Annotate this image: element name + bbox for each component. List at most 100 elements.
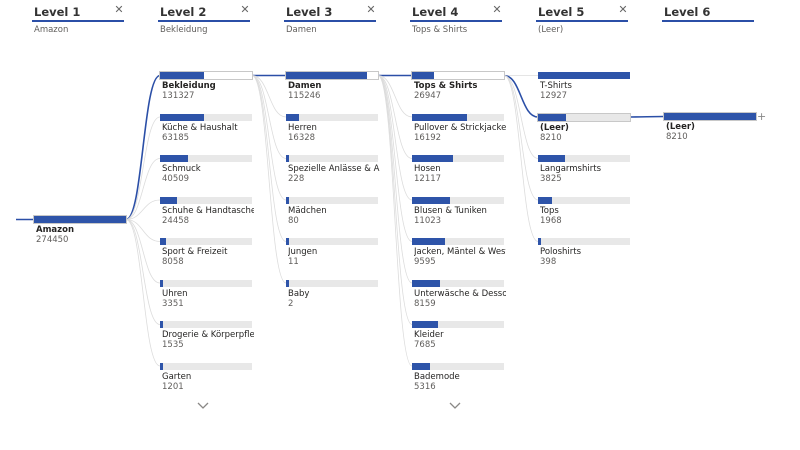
level-6-header: Level 6: [662, 0, 754, 22]
node-value: 12927: [540, 91, 568, 101]
node-value: 3351: [162, 298, 184, 309]
node-value: 16192: [414, 132, 442, 143]
node-label: Baby: [288, 288, 310, 299]
value-bar: [160, 113, 205, 121]
node-value: 1201: [162, 381, 184, 392]
chevron-down-icon[interactable]: [449, 402, 461, 410]
value-bar: [664, 113, 756, 120]
value-bar: [538, 113, 567, 121]
value-bar: [412, 155, 454, 162]
node-label: Garten: [162, 371, 192, 382]
value-bar-track: [538, 72, 630, 79]
level-title: Level 4: [412, 5, 459, 19]
node-label: Schmuck: [162, 164, 201, 174]
close-icon[interactable]: ✕: [366, 3, 376, 16]
level-subtitle: Tops & Shirts: [412, 25, 468, 35]
value-bar-track: [286, 113, 378, 121]
value-bar: [34, 216, 126, 223]
connector: [251, 75, 287, 159]
value-bar: [286, 196, 289, 204]
node-value: 11: [288, 257, 299, 267]
node-value: 2: [288, 298, 294, 309]
node-value: 63185: [162, 132, 190, 143]
connector: [251, 75, 287, 118]
connector: [125, 219, 161, 325]
connector: [377, 75, 413, 201]
close-icon[interactable]: ✕: [618, 3, 628, 16]
value-bar: [160, 72, 205, 79]
chevron-down-icon[interactable]: [197, 402, 209, 410]
connector: [503, 75, 539, 201]
value-bar: [160, 279, 163, 287]
node-label: Tops & Shirts: [414, 81, 478, 91]
node-value: 26947: [414, 91, 442, 101]
value-bar-track: [538, 196, 630, 204]
connector: [377, 75, 413, 242]
node-label: Pullover & Strickjacken: [414, 122, 506, 133]
value-bar-track: [286, 196, 378, 204]
node-value: 8210: [666, 132, 688, 142]
node-label: Bademode: [414, 371, 460, 382]
value-bar: [412, 238, 445, 245]
node-label: Küche & Haushalt: [162, 122, 238, 133]
value-bar-track: [33, 215, 127, 224]
value-bar-track: [160, 196, 252, 204]
node-value: 3825: [540, 174, 562, 184]
value-bar: [412, 321, 439, 328]
value-bar-track: [412, 321, 504, 328]
value-bar: [286, 155, 289, 162]
node-label: Sport & Freizeit: [162, 247, 228, 257]
value-bar-track: [160, 279, 252, 287]
value-bar-track: [412, 279, 504, 287]
node-value: 1535: [162, 340, 184, 350]
node-label: Bekleidung: [162, 81, 216, 91]
value-bar: [412, 279, 440, 287]
node-label: Mädchen: [288, 205, 327, 216]
value-bar-track: [663, 112, 757, 121]
node-label: Amazon: [36, 225, 75, 235]
value-bar: [160, 238, 166, 245]
node-label: (Leer): [666, 122, 695, 132]
connector: [125, 199, 161, 220]
node-label: Drogerie & Körperpfle...: [162, 330, 254, 340]
level-subtitle: Damen: [286, 25, 317, 35]
value-bar-track: [286, 155, 378, 162]
connector: [125, 158, 161, 220]
node-value: 16328: [288, 132, 316, 143]
node-value: 115246: [288, 91, 321, 101]
level-title: Level 5: [538, 5, 585, 19]
node-label: Unterwäsche & Dessous: [414, 288, 506, 299]
value-bar-track: [412, 196, 504, 204]
value-bar: [160, 196, 178, 204]
node-label: T-Shirts: [540, 81, 572, 91]
connector-active: [125, 74, 161, 221]
node-label: Poloshirts: [540, 247, 582, 257]
value-bar-track: [285, 71, 379, 80]
node-value: 131327: [162, 91, 195, 101]
value-bar-track: [412, 155, 504, 162]
value-bar: [538, 238, 541, 245]
close-icon[interactable]: ✕: [114, 3, 124, 16]
plus-icon[interactable]: +: [757, 110, 767, 123]
node-value: 8210: [540, 132, 562, 143]
node-label: Jungen: [288, 247, 318, 257]
connector: [125, 219, 161, 284]
level-4-header: Level 4 ✕ Tops & Shirts: [410, 0, 502, 35]
node-value: 398: [540, 257, 557, 267]
node-value: 8159: [414, 298, 436, 309]
connector: [251, 75, 287, 284]
value-bar: [286, 113, 300, 121]
value-bar-track: [412, 238, 504, 245]
value-bar-track: [286, 279, 378, 287]
node-value: 12117: [414, 174, 442, 184]
value-bar: [160, 362, 163, 370]
node-label: Tops: [540, 205, 559, 216]
close-icon[interactable]: ✕: [492, 3, 502, 16]
level-title: Level 2: [160, 5, 207, 19]
close-icon[interactable]: ✕: [240, 3, 250, 16]
level-5-header: Level 5 ✕ (Leer): [536, 0, 628, 35]
node-value: 8058: [162, 257, 184, 267]
node-value: 228: [288, 174, 305, 184]
value-bar-track: [411, 71, 505, 80]
node-label: Schuhe & Handtaschen: [162, 205, 254, 216]
